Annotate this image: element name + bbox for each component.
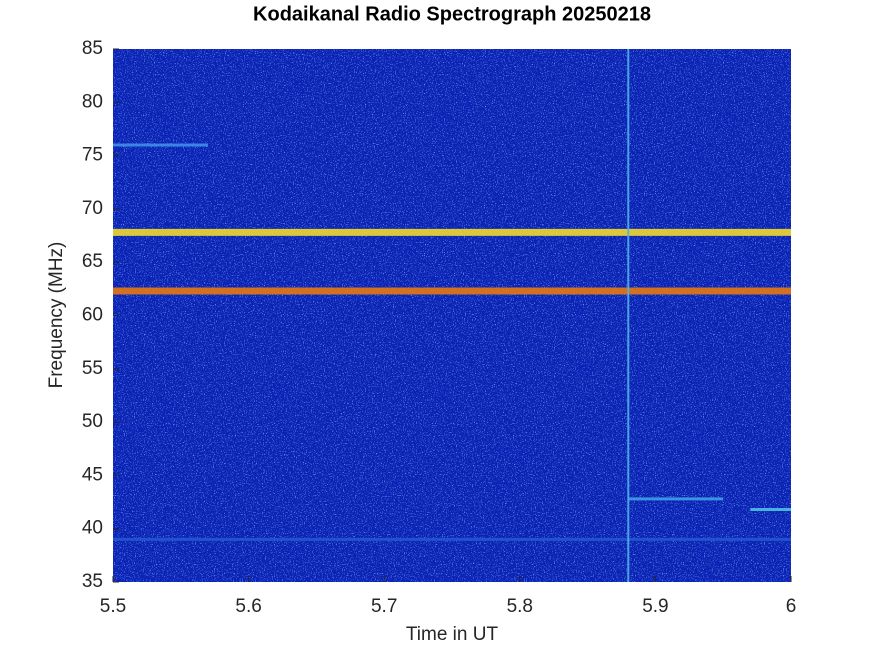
y-axis-label: Frequency (MHz): [46, 242, 67, 389]
y-tick-label: 85: [82, 38, 103, 59]
chart-title: Kodaikanal Radio Spectrograph 20250218: [253, 3, 651, 25]
y-tick-label: 55: [82, 358, 103, 379]
noise-texture: [113, 49, 791, 582]
x-tick-label: 5.6: [235, 596, 261, 617]
x-tick-label: 6: [786, 596, 797, 617]
x-tick-label: 5.8: [507, 596, 533, 617]
y-tick-label: 40: [82, 518, 103, 539]
x-tick-label: 5.7: [371, 596, 397, 617]
y-tick-label: 45: [82, 464, 103, 485]
y-tick-label: 60: [82, 305, 103, 326]
plot-area: [113, 49, 791, 582]
y-tick-label: 75: [82, 145, 103, 166]
y-tick-label: 35: [82, 571, 103, 592]
x-tick-label: 5.5: [100, 596, 126, 617]
x-tick-label: 5.9: [642, 596, 668, 617]
y-tick-label: 70: [82, 198, 103, 219]
y-tick-label: 65: [82, 251, 103, 272]
y-tick-label: 80: [82, 91, 103, 112]
y-tick-label: 50: [82, 411, 103, 432]
x-axis-label: Time in UT: [406, 624, 499, 645]
